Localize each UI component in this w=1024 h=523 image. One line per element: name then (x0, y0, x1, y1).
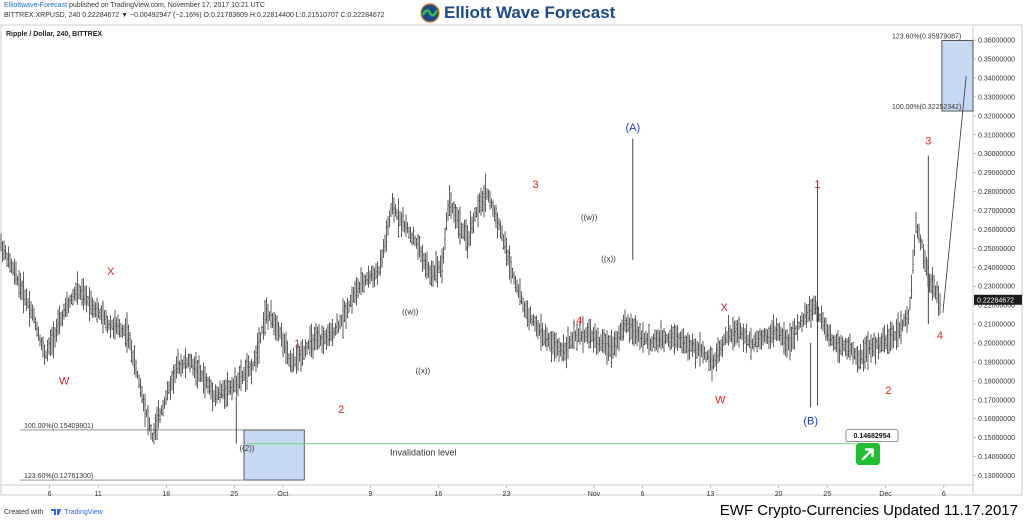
wave-label: 1 (294, 338, 300, 350)
x-tick-label: 25 (823, 491, 831, 498)
wave-label: 4 (937, 330, 943, 342)
x-tick-label: 13 (707, 491, 715, 498)
published-text: published on TradingView.com, November 1… (68, 2, 265, 9)
x-tick-label: 11 (95, 491, 102, 498)
x-tick-label: Dec (879, 491, 892, 498)
x-tick-label: 25 (230, 491, 238, 498)
publisher-link[interactable]: Elliottwave-Forecast (4, 2, 68, 9)
x-tick-label: Nov (588, 491, 601, 498)
wave-label: X (720, 302, 728, 314)
chart-title: Ripple / Dollar, 240, BITTREX (6, 31, 102, 38)
y-tick-label: 0.27000000 (978, 208, 1015, 215)
logo: Elliott Wave Forecast (420, 2, 615, 24)
y-tick-label: 0.15000000 (978, 435, 1015, 442)
y-tick-label: 0.13000000 (978, 473, 1015, 480)
y-tick-label: 0.30000000 (978, 151, 1015, 158)
y-tick-label: 0.18000000 (978, 378, 1015, 385)
wave-label: X (107, 266, 115, 278)
y-tick-label: 0.16000000 (978, 416, 1015, 423)
last-price-tag (974, 294, 1022, 305)
fib-zone-upper (941, 40, 974, 112)
y-tick-label: 0.17000000 (978, 397, 1015, 404)
up-right-arrow-icon (861, 448, 874, 461)
y-tick-label: 0.20000000 (978, 341, 1015, 348)
y-tick-label: 0.24000000 (978, 265, 1015, 272)
projection-line (942, 76, 967, 313)
y-tick-label: 0.19000000 (978, 359, 1015, 366)
wave-label: 2 (338, 404, 344, 416)
fib-zone-upper-bottom-label: 100.00%(0.32252342) (892, 104, 961, 111)
x-tick-label: 6 (48, 491, 52, 498)
wave-label: 4 (576, 315, 582, 327)
y-tick-label: 0.22000000 (978, 303, 1015, 310)
fib-zone-upper-top-label: 123.60%(0.35979087) (892, 34, 961, 41)
x-tick-label: 16 (435, 491, 443, 498)
y-tick-label: 0.28000000 (978, 189, 1015, 196)
y-tick-label: 0.23000000 (978, 284, 1015, 291)
wave-label: ((x)) (416, 366, 431, 375)
y-tick-label: 0.26000000 (978, 227, 1015, 234)
x-tick-label: 23 (503, 491, 511, 498)
logo-text: Elliott Wave Forecast (444, 3, 616, 22)
x-tick-label: 18 (162, 491, 170, 498)
wave-label: W (715, 395, 726, 407)
fib-zone-lower (243, 429, 305, 481)
y-tick-label: 0.34000000 (978, 76, 1015, 83)
wave-label: (B) (803, 415, 818, 427)
tradingview-icon (51, 509, 62, 515)
invalidation-value-text: 0.14682954 (854, 433, 891, 440)
invalidation-label: Invalidation level (390, 448, 457, 458)
y-tick-label: 0.33000000 (978, 94, 1015, 101)
tradingview-link[interactable]: TradingView (64, 508, 103, 516)
x-tick-label: 20 (775, 491, 783, 498)
y-tick-label: 0.21000000 (978, 322, 1015, 329)
wave-label: ((2)) (239, 444, 254, 453)
y-tick-label: 0.14000000 (978, 454, 1015, 461)
x-tick-label: 6 (641, 491, 645, 498)
invalidation-value-tag (845, 429, 899, 443)
wave-label: W (59, 376, 70, 388)
wave-label: (A) (625, 122, 640, 134)
x-tick-label: 6 (942, 491, 946, 498)
y-tick-label: 0.31000000 (978, 132, 1015, 139)
wave-label: ((w)) (581, 213, 598, 222)
ohlc-line: BITTREX:XRPUSD, 240 0.22284672 ▼ −0.0049… (4, 12, 385, 19)
x-tick-label: Oct (277, 491, 288, 498)
created-with-text: Created with (4, 508, 44, 516)
wave-label: 3 (925, 135, 931, 147)
wave-label: 3 (533, 179, 539, 191)
publisher-line: Elliottwave-Forecast published on Tradin… (4, 2, 265, 9)
y-tick-label: 0.29000000 (978, 170, 1015, 177)
fib-zone-lower-top-label: 100.00%(0.15409801) (24, 423, 93, 430)
fib-zone-lower-bottom-label: 123.60%(0.12761300) (24, 473, 93, 480)
wave-label: ((x)) (601, 255, 616, 264)
wave-label: 1 (814, 179, 820, 191)
x-tick-label: 9 (368, 491, 372, 498)
y-tick-label: 0.36000000 (978, 38, 1015, 45)
wave-label: ((w)) (402, 308, 419, 317)
ewf-logo-icon (420, 3, 440, 23)
footer-created-with: Created with TradingView (4, 508, 103, 516)
y-tick-label: 0.25000000 (978, 246, 1015, 253)
y-tick-label: 0.35000000 (978, 57, 1015, 64)
chart-border (0, 24, 1023, 496)
y-tick-label: 0.32000000 (978, 113, 1015, 120)
update-note: EWF Crypto-Currencies Updated 11.17.2017 (719, 502, 1018, 519)
last-price-tag-text: 0.22284672 (977, 297, 1014, 304)
wave-label: 2 (885, 385, 891, 397)
up-right-arrow-button[interactable] (856, 443, 880, 465)
